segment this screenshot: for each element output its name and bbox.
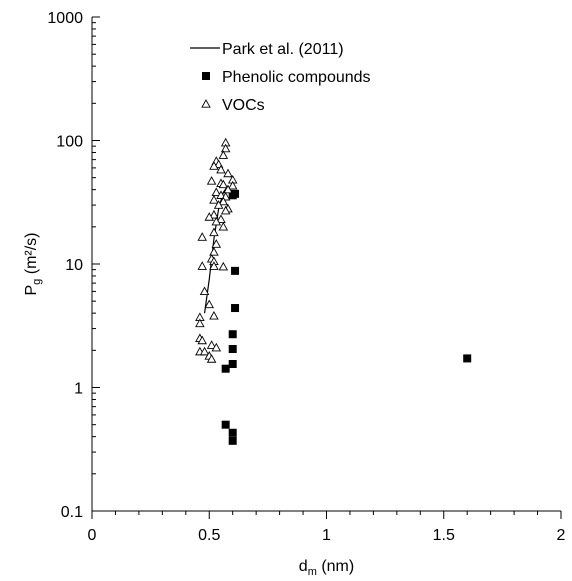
phenolic-point [231,189,240,198]
x-axis-title-main: d [299,558,308,575]
voc-point [206,340,217,349]
phenolic-point [228,428,237,437]
voc-point [218,221,229,231]
voc-point [206,354,217,363]
phenolic-point [221,420,230,429]
voc-point [213,200,224,209]
x-tick-label: 0 [88,527,97,544]
phenolic-point [228,359,237,368]
phenolic-point [228,436,237,445]
legend-label: VOCs [222,97,265,114]
voc-point [197,261,207,270]
series-squares-group [221,189,472,445]
phenolic-point [228,330,237,339]
phenolic-point [463,354,472,363]
voc-point [209,310,219,320]
phenolic-point [231,266,240,275]
x-axis-title-unit: (nm) [317,558,354,575]
legend: Park et al. (2011) Phenolic compounds VOCs [190,41,371,114]
voc-point [206,176,217,185]
voc-point [211,342,222,352]
phenolic-point [221,364,230,373]
voc-point [209,161,219,170]
voc-point [218,179,229,189]
y-axis-title-sub: g [31,279,43,285]
voc-point [227,180,238,190]
voc-point [199,286,210,296]
x-axis-title: dm (nm) [299,558,354,578]
voc-point [195,318,205,328]
legend-square-marker [202,72,210,80]
series-triangles-group [195,137,238,363]
voc-point [197,335,207,345]
axes: 0 0.5 1 1.5 2 0.1 1 10 100 1000 dm (nm) Pg (m²/s) [23,10,566,578]
voc-point [211,216,222,226]
legend-label: Phenolic compounds [222,69,371,86]
voc-point [209,227,219,237]
legend-label: Park et al. (2011) [222,41,344,58]
x-tick-label: 1.5 [433,527,455,544]
voc-point [209,247,219,256]
voc-point [204,212,215,221]
voc-point [218,196,229,206]
phenolic-point [231,304,240,313]
x-axis-title-sub: m [308,566,317,578]
voc-point [197,232,207,241]
phenolic-point [228,344,237,353]
y-tick-label: 10 [65,257,83,274]
x-tick-label: 1 [322,527,331,544]
y-tick-label: 1000 [47,10,83,27]
voc-point [220,143,231,153]
voc-point [218,150,229,159]
y-axis-title-unit: (m²/s) [23,233,40,279]
voc-point [209,261,219,270]
voc-point [216,190,226,199]
voc-point [223,168,233,178]
voc-point [220,205,231,215]
voc-point [209,209,219,219]
y-tick-label: 100 [56,134,83,151]
y-axis-title-main: P [23,285,40,296]
x-tick-label: 0.5 [198,527,220,544]
y-tick-label: 1 [74,381,83,398]
voc-point [199,346,210,356]
voc-point [211,187,222,197]
y-axis-title: Pg (m²/s) [23,233,43,296]
voc-point [216,214,226,223]
voc-point [216,164,226,174]
x-tick-label: 2 [557,527,566,544]
voc-point [223,184,233,194]
voc-point [211,239,222,248]
y-tick-label: 0.1 [61,504,83,521]
legend-triangle-marker [201,99,211,108]
voc-point [204,299,215,309]
voc-point [218,261,229,271]
voc-point [209,195,219,204]
